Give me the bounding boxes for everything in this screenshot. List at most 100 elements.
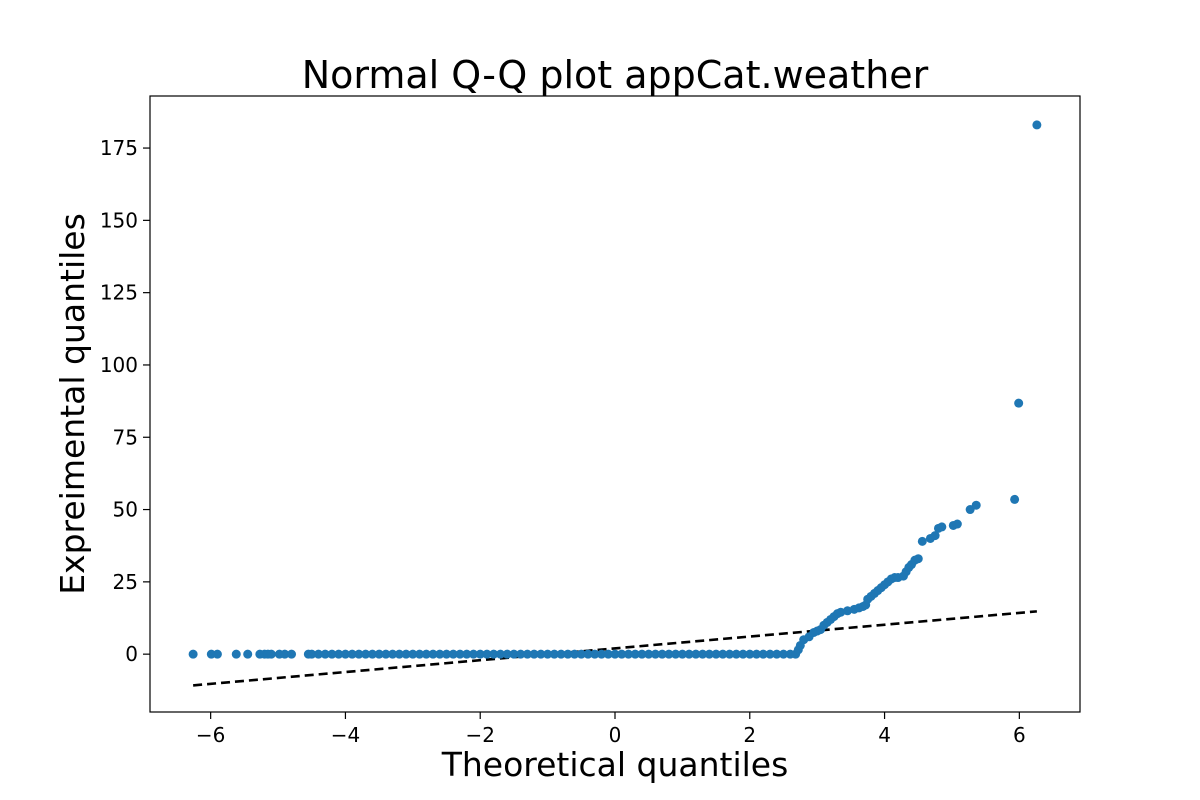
data-point [509,649,519,659]
plot-area-frame [149,95,1081,713]
x-tick-label: 0 [609,723,622,747]
data-point [725,649,735,659]
data-point [468,649,478,659]
data-point [913,554,923,564]
data-point [630,649,640,659]
data-point [952,519,962,529]
data-point [543,649,553,659]
data-point [637,649,647,659]
data-point [415,649,425,659]
data-point [381,649,391,659]
y-tick-label: 0 [125,642,138,666]
data-point [698,649,708,659]
data-point [536,649,546,659]
data-point [691,649,701,659]
data-point [765,649,775,659]
y-tick-label: 50 [113,498,138,522]
data-point [455,649,465,659]
data-point [428,649,438,659]
x-tick-label: 6 [1013,723,1026,747]
data-point [778,649,788,659]
data-point [772,649,782,659]
data-point [408,649,418,659]
reference-line-layer [193,610,1037,687]
data-point [502,649,512,659]
data-point [280,649,290,659]
data-point [320,649,330,659]
data-point [1010,494,1020,504]
data-point [836,607,846,617]
data-point [287,649,297,659]
data-point [758,649,768,659]
data-point [597,649,607,659]
data-point [374,649,384,659]
y-tick-label: 100 [100,353,138,377]
data-point [752,649,762,659]
data-point [937,522,947,532]
data-point [516,649,526,659]
data-point [212,649,222,659]
data-point [930,531,940,541]
data-point [570,649,580,659]
data-point [462,649,472,659]
data-point [843,606,852,616]
data-point [650,649,660,659]
data-point [334,649,344,659]
data-point [917,536,927,546]
x-tick-label: −2 [465,723,494,747]
data-point [448,649,458,659]
data-point [623,649,633,659]
data-point [731,649,741,659]
data-point [556,649,566,659]
x-tick-label: −4 [331,723,360,747]
data-point [388,649,398,659]
data-point [188,649,198,659]
reference-line [193,610,1037,687]
data-point [367,649,377,659]
data-point [671,649,681,659]
data-point [644,649,654,659]
data-point [576,649,586,659]
data-point [327,649,337,659]
y-tick-label: 25 [113,570,138,594]
x-tick-label: 4 [878,723,891,747]
data-point [482,649,492,659]
data-point [475,649,485,659]
data-point [738,649,748,659]
data-point [583,649,593,659]
data-point [711,649,721,659]
data-point [677,649,687,659]
data-point [603,649,613,659]
y-tick-label: 75 [113,425,138,449]
y-tick-label: 125 [100,281,138,305]
data-point [704,649,714,659]
data-point [1032,120,1042,130]
data-point [243,649,253,659]
data-point [266,649,276,659]
data-point [340,649,350,659]
data-point [495,649,505,659]
plot-area-background [150,96,1080,712]
data-point [361,649,371,659]
data-point [664,649,674,659]
data-point [971,500,981,510]
data-point [590,649,600,659]
points-layer [188,120,1042,659]
data-point [354,649,364,659]
data-point [529,649,539,659]
data-point [442,649,452,659]
x-tick-label: −6 [196,723,225,747]
data-point [657,649,667,659]
data-point [421,649,431,659]
data-point [435,649,445,659]
data-point [745,649,755,659]
x-axis-label: Theoretical quantiles [441,745,789,784]
data-point [231,649,241,659]
data-point [718,649,728,659]
ticks-layer: −6 −4 −2 0 2 4 6 0 25 50 75 100 125 150 175 [100,136,1026,747]
y-tick-label: 150 [100,208,138,232]
y-axis-label: Expreimental quantiles [53,213,92,595]
x-tick-label: 2 [743,723,756,747]
data-point [307,649,317,659]
